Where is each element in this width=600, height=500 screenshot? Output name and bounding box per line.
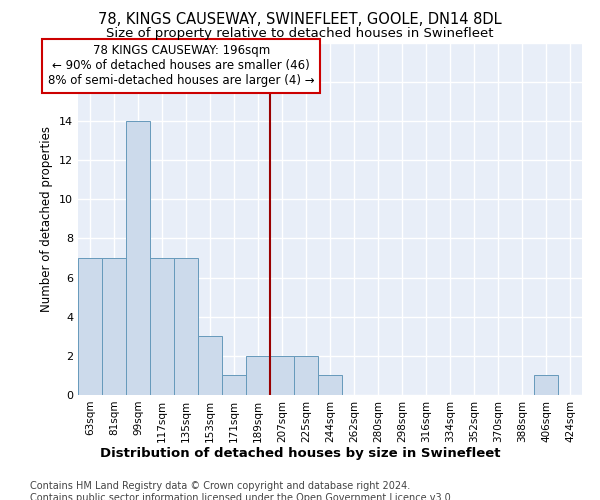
Bar [318, 376, 342, 395]
Bar [78, 258, 102, 395]
Bar [150, 258, 174, 395]
Text: 78, KINGS CAUSEWAY, SWINEFLEET, GOOLE, DN14 8DL: 78, KINGS CAUSEWAY, SWINEFLEET, GOOLE, D… [98, 12, 502, 28]
Bar [198, 336, 222, 395]
Text: Contains HM Land Registry data © Crown copyright and database right 2024.
Contai: Contains HM Land Registry data © Crown c… [30, 481, 454, 500]
Y-axis label: Number of detached properties: Number of detached properties [40, 126, 53, 312]
Text: 78 KINGS CAUSEWAY: 196sqm
← 90% of detached houses are smaller (46)
8% of semi-d: 78 KINGS CAUSEWAY: 196sqm ← 90% of detac… [48, 44, 314, 88]
Text: Size of property relative to detached houses in Swinefleet: Size of property relative to detached ho… [106, 28, 494, 40]
Bar [222, 376, 246, 395]
Bar [294, 356, 318, 395]
Bar [246, 356, 270, 395]
Bar [102, 258, 126, 395]
Bar [126, 121, 150, 395]
Bar [174, 258, 198, 395]
Bar [270, 356, 294, 395]
Bar [534, 376, 558, 395]
Text: Distribution of detached houses by size in Swinefleet: Distribution of detached houses by size … [100, 448, 500, 460]
